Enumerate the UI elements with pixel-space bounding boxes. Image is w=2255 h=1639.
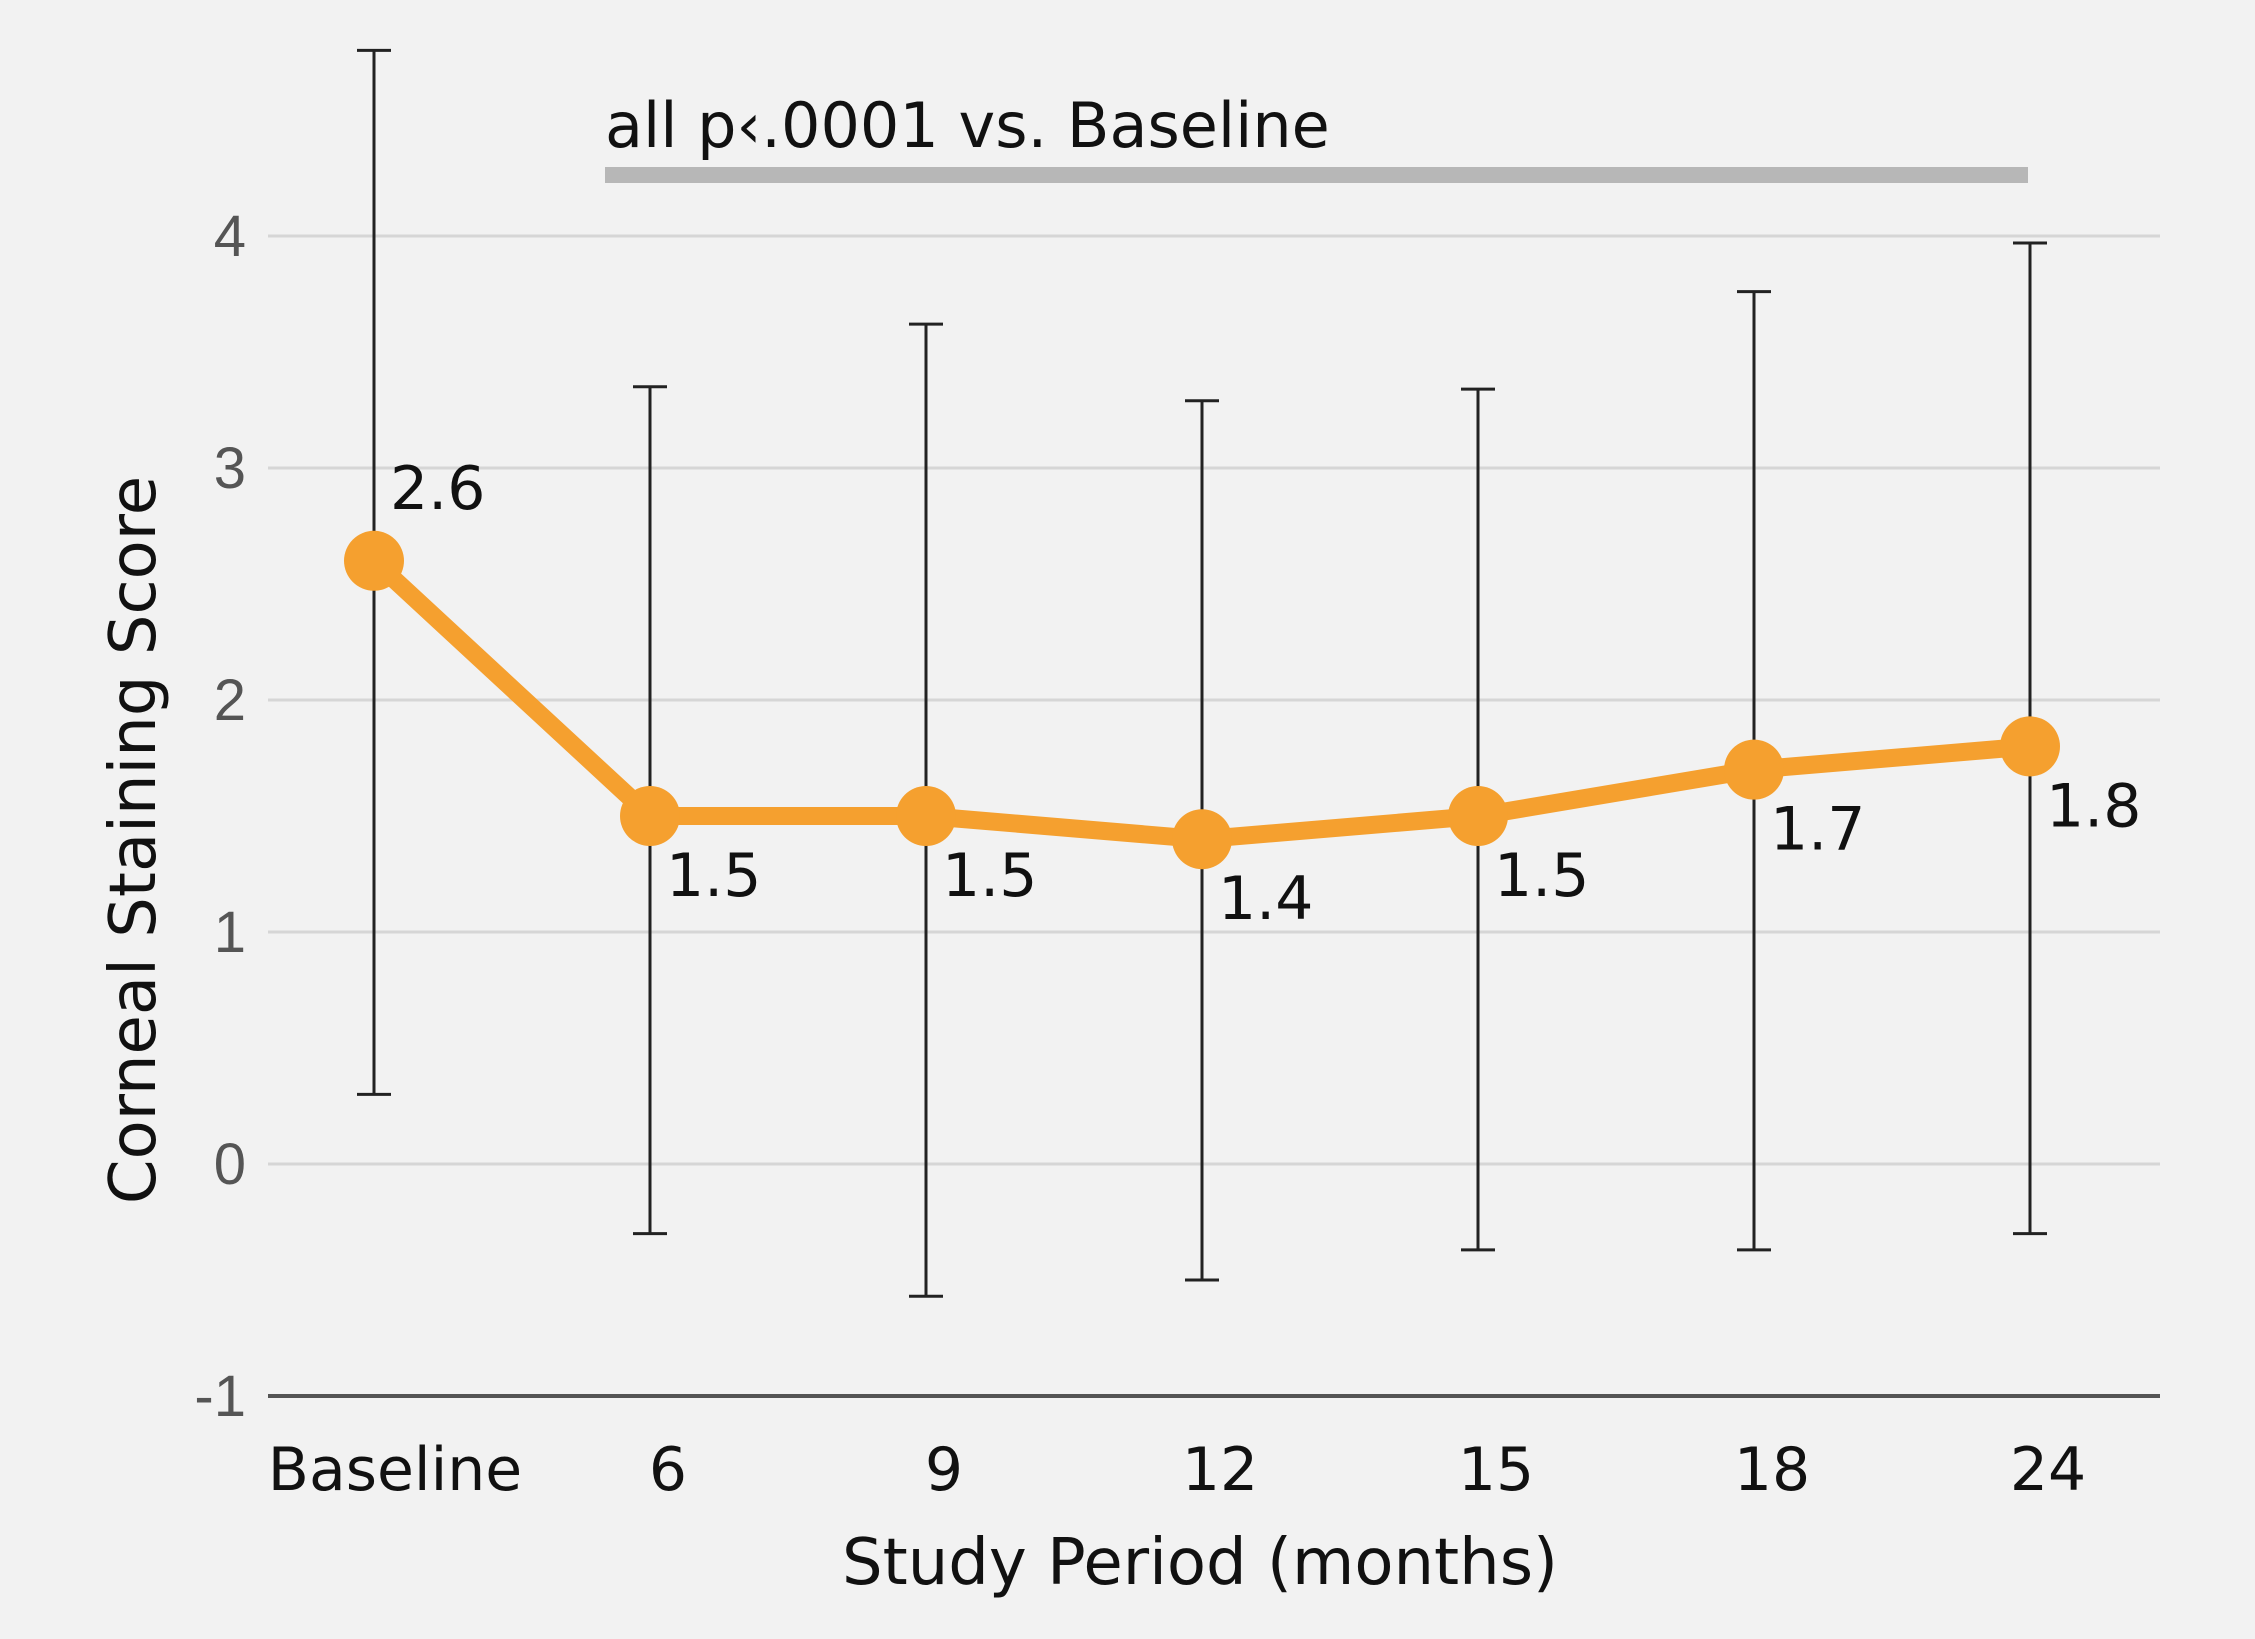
data-point [344, 530, 404, 591]
data-point [1172, 809, 1232, 870]
data-label: 1.5 [942, 841, 1037, 911]
x-tick-label: 9 [925, 1435, 963, 1505]
x-tick-label: 18 [1734, 1435, 1810, 1505]
data-point [1448, 786, 1508, 846]
x-tick-label: Baseline [268, 1435, 522, 1505]
data-point [896, 786, 956, 846]
x-tick-label: 15 [1458, 1435, 1534, 1505]
y-tick-label: 2 [214, 668, 246, 733]
y-tick-label: -1 [194, 1364, 246, 1429]
gridlines [268, 234, 2160, 1398]
significance-text: all p‹.0001 vs. Baseline [605, 89, 1330, 162]
data-label: 1.5 [666, 841, 761, 911]
data-label: 1.4 [1218, 864, 1313, 934]
data-label: 1.5 [1494, 841, 1589, 911]
y-tick-label: 1 [214, 900, 246, 965]
data-label: 1.8 [2046, 771, 2141, 841]
x-axis-title: Study Period (months) [842, 1526, 1558, 1600]
y-tick-label: 0 [214, 1132, 246, 1197]
data-point [1724, 739, 1784, 800]
x-tick-label: 24 [2010, 1435, 2086, 1505]
data-label: 2.6 [390, 454, 485, 524]
y-tick-labels: -1 0 1 2 3 4 [194, 204, 246, 1429]
data-labels: 2.6 1.5 1.5 1.4 1.5 1.7 1.8 [390, 454, 2141, 934]
data-points [344, 530, 2060, 870]
y-tick-label: 3 [214, 436, 246, 501]
x-tick-labels: Baseline 6 9 12 15 18 24 [268, 1435, 2086, 1505]
data-point [620, 786, 680, 846]
y-axis-title: Corneal Staining Score [97, 476, 171, 1204]
significance-annotation: all p‹.0001 vs. Baseline [605, 89, 2028, 183]
x-tick-label: 6 [649, 1435, 687, 1505]
x-tick-label: 12 [1182, 1435, 1258, 1505]
data-label: 1.7 [1770, 795, 1865, 865]
significance-bar [605, 167, 2028, 183]
y-tick-label: 4 [214, 204, 246, 269]
data-point [2000, 716, 2060, 777]
